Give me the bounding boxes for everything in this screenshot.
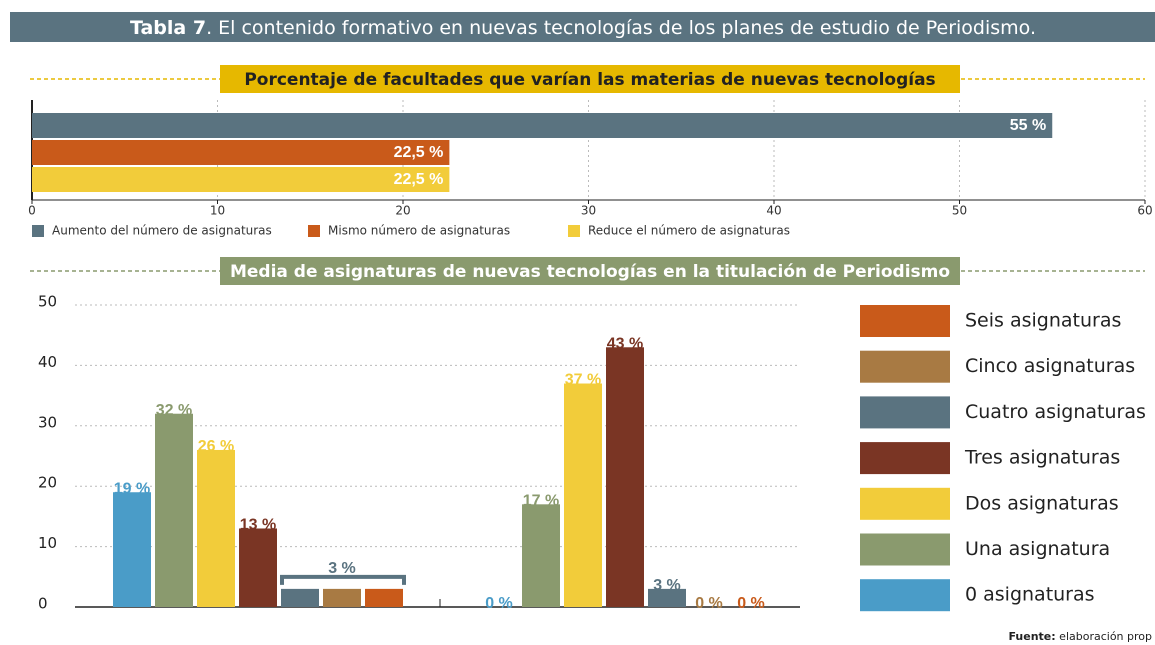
chart-title: Media de asignaturas de nuevas tecnologí… <box>230 262 950 282</box>
title-box <box>220 257 960 285</box>
bar <box>239 528 277 607</box>
source-label: Fuente: <box>1008 630 1055 643</box>
bar <box>32 140 450 165</box>
y-tick-label: 40 <box>38 353 57 371</box>
legend-label: Una asignatura <box>965 538 1110 560</box>
legend-label: Reduce el número de asignaturas <box>588 224 790 238</box>
x-tick-label: 50 <box>952 204 967 218</box>
legend-label: 0 asignaturas <box>965 584 1095 606</box>
legend-swatch <box>32 225 44 237</box>
value-label: 22,5 % <box>394 171 444 188</box>
x-tick-label: 20 <box>395 204 410 218</box>
legend-label: Dos asignaturas <box>965 492 1119 514</box>
value-label: 17 % <box>523 493 559 510</box>
x-tick-label: 0 <box>28 204 36 218</box>
source: Fuente: elaboración prop <box>1008 630 1152 643</box>
bar <box>648 588 686 607</box>
value-label: 32 % <box>156 402 192 419</box>
header-bar <box>10 12 1155 42</box>
source-text: elaboración prop <box>1059 630 1152 643</box>
legend-label: Seis asignaturas <box>965 310 1121 332</box>
x-tick-label: 40 <box>766 204 781 218</box>
bar <box>197 449 235 607</box>
bar <box>32 167 450 192</box>
value-label: 26 % <box>198 438 234 455</box>
legend-swatch <box>860 487 950 520</box>
legend-label: Cuatro asignaturas <box>965 401 1146 423</box>
y-tick-label: 50 <box>38 293 57 311</box>
header-title: Tabla 7. El contenido formativo en nueva… <box>130 17 1036 39</box>
legend-swatch <box>860 396 950 429</box>
table-title: . El contenido formativo en nuevas tecno… <box>206 17 1036 39</box>
y-tick-label: 0 <box>38 595 48 613</box>
value-label: 43 % <box>607 335 643 352</box>
bar <box>155 413 193 607</box>
value-label: 0 % <box>737 595 765 612</box>
y-tick-label: 10 <box>38 534 57 552</box>
legend-swatch <box>308 225 320 237</box>
legend-swatch <box>860 305 950 337</box>
bar <box>564 383 602 607</box>
legend-swatch <box>860 579 950 612</box>
y-tick-label: 30 <box>38 413 57 431</box>
value-label: 13 % <box>240 517 276 534</box>
bar <box>323 588 361 607</box>
legend-label: Tres asignaturas <box>964 447 1120 469</box>
legend-label: Aumento del número de asignaturas <box>52 224 272 238</box>
value-label: 19 % <box>114 480 150 497</box>
chart-title: Porcentaje de facultades que varían las … <box>244 70 935 90</box>
bar <box>281 588 319 607</box>
value-label: 0 % <box>485 595 513 612</box>
value-label: 3 % <box>653 577 681 594</box>
bar <box>365 588 403 607</box>
legend-label: Mismo número de asignaturas <box>328 224 510 238</box>
value-label: 22,5 % <box>394 144 444 161</box>
y-tick-label: 20 <box>38 474 57 492</box>
value-label: 0 % <box>695 595 723 612</box>
bar <box>32 113 1053 138</box>
bar <box>606 347 644 607</box>
legend-swatch <box>860 442 950 475</box>
bracket <box>280 574 406 585</box>
value-label: 3 % <box>328 560 356 577</box>
title-box <box>220 65 960 93</box>
legend-label: Cinco asignaturas <box>965 355 1135 377</box>
x-tick-label: 30 <box>581 204 596 218</box>
x-tick-label: 10 <box>210 204 225 218</box>
bar <box>113 492 151 607</box>
legend-swatch <box>860 350 950 383</box>
legend-swatch <box>568 225 580 237</box>
legend-swatch <box>860 533 950 566</box>
value-label: 37 % <box>565 372 601 389</box>
bar <box>522 504 560 607</box>
x-tick-label: 60 <box>1137 204 1152 218</box>
table-label: Tabla 7 <box>130 17 206 39</box>
value-label: 55 % <box>1010 117 1046 134</box>
